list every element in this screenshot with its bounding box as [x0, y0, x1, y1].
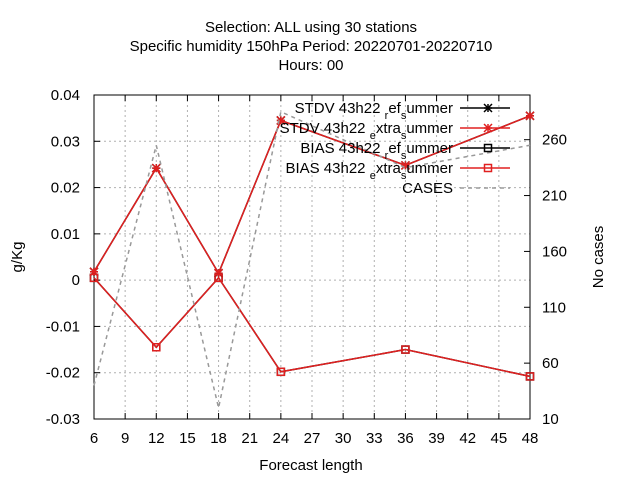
x-tick-label: 6	[90, 430, 98, 447]
chart-title-line-1: Selection: ALL using 30 stations	[205, 19, 417, 36]
legend-marker	[483, 103, 493, 113]
y-tick-label: 0.04	[51, 87, 80, 104]
data-point	[276, 367, 286, 377]
legend-entry: STDV 43h22 extrasummer	[280, 120, 510, 142]
x-tick-label: 42	[459, 430, 476, 447]
chart-title-line-3: Hours: 00	[278, 57, 343, 74]
x-tick-label: 45	[491, 430, 508, 447]
x-tick-label: 30	[335, 430, 352, 447]
data-point	[214, 273, 223, 283]
data-point	[400, 160, 410, 170]
legend-label: CASES	[402, 180, 453, 197]
series-line	[93, 276, 531, 378]
series-line	[93, 110, 531, 409]
data-point	[525, 372, 535, 381]
legend-marker	[483, 143, 493, 153]
x-axis-label: Forecast length	[259, 457, 362, 474]
data-point	[152, 343, 161, 352]
legend-entry: BIAS 43h22 refsummer	[300, 140, 510, 162]
y2-tick-label: 160	[542, 243, 567, 260]
y-tick-label: -0.01	[46, 318, 80, 335]
y-tick-label: 0.03	[51, 133, 80, 150]
series-2	[89, 111, 535, 278]
series-4	[89, 273, 535, 381]
data-point	[151, 163, 161, 173]
legend-label: STDV 43h22 extrasummer	[280, 120, 453, 142]
x-tick-label: 18	[210, 430, 227, 447]
axis-ticks: 6 9 12 15 18 21 24 27 30 33 36 39 42 45 48 -0.03 -0.02 -0…	[46, 87, 567, 447]
chart-title: Selection: ALL using 30 stations Specifi…	[130, 19, 493, 74]
x-tick-label: 39	[428, 430, 445, 447]
grid-lines	[94, 95, 530, 419]
data-point	[89, 273, 99, 283]
y-tick-label: -0.03	[46, 411, 80, 428]
y2-tick-label: 110	[542, 299, 566, 316]
y-tick-label: 0.02	[51, 180, 80, 197]
legend-marker	[483, 123, 493, 133]
series-group	[89, 110, 535, 409]
y2-tick-label: 210	[542, 188, 567, 205]
legend-entry: BIAS 43h22 extrasummer	[285, 160, 510, 182]
legend-entry: STDV 43h22 refsummer	[295, 100, 510, 122]
y-tick-label: 0.01	[51, 226, 80, 243]
legend-entry: CASES	[402, 180, 510, 197]
x-tick-label: 33	[366, 430, 383, 447]
x-tick-label: 24	[273, 430, 290, 447]
x-tick-label: 48	[522, 430, 539, 447]
y2-tick-label: 60	[542, 355, 559, 372]
x-tick-label: 27	[304, 430, 321, 447]
x-tick-label: 15	[179, 430, 196, 447]
x-tick-label: 21	[241, 430, 258, 447]
x-tick-label: 36	[397, 430, 414, 447]
legend-label: BIAS 43h22 extrasummer	[285, 160, 453, 182]
data-point	[401, 345, 410, 354]
y-axis-label: g/Kg	[9, 242, 26, 273]
data-point	[525, 111, 535, 121]
series-5	[93, 110, 531, 409]
chart-title-line-2: Specific humidity 150hPa Period: 2022070…	[130, 38, 493, 55]
y-tick-label: 0	[72, 272, 80, 289]
data-point	[214, 268, 224, 278]
y2-tick-label: 10	[542, 411, 559, 428]
legend-marker	[483, 163, 493, 173]
legend-label: STDV 43h22 refsummer	[295, 100, 453, 122]
legend-label: BIAS 43h22 refsummer	[300, 140, 453, 162]
y2-tick-label: 260	[542, 132, 567, 149]
y2-axis-label: No cases	[590, 226, 607, 289]
series-line	[93, 115, 531, 275]
x-tick-label: 12	[148, 430, 165, 447]
x-tick-label: 9	[121, 430, 129, 447]
y-tick-label: -0.02	[46, 365, 80, 382]
